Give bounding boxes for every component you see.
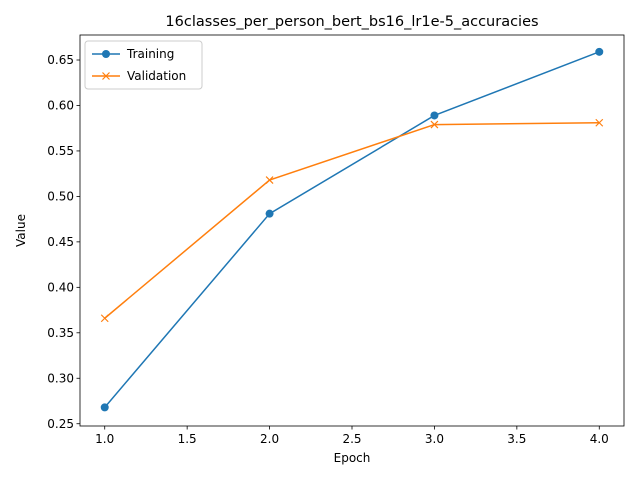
data-point-validation [595, 118, 604, 127]
y-tick-label: 0.25 [47, 417, 74, 431]
x-tick-label: 3.0 [425, 432, 444, 446]
legend: Training Validation [84, 40, 203, 90]
legend-label: Training [126, 47, 174, 61]
x-tick-label: 1.5 [178, 432, 197, 446]
data-point-validation [430, 120, 439, 129]
y-tick-label: 0.40 [47, 281, 74, 295]
plot-area [100, 47, 604, 412]
legend-item-training: Training [92, 47, 174, 61]
y-tick-label: 0.55 [47, 144, 74, 158]
chart-title: 16classes_per_person_bert_bs16_lr1e-5_ac… [165, 14, 538, 30]
y-tick-label: 0.60 [47, 99, 74, 113]
data-point-validation [265, 176, 274, 184]
y-tick-label: 0.30 [47, 371, 74, 385]
legend-item-validation: Validation [92, 69, 186, 83]
x-tick-label: 2.5 [342, 432, 361, 446]
axes-frame [79, 34, 625, 427]
y-tick-label: 0.65 [47, 53, 74, 67]
x-tick-label: 3.5 [507, 432, 526, 446]
series-line-validation [104, 122, 600, 319]
series-line-training [104, 51, 600, 408]
x-axis-label: Epoch [334, 451, 371, 465]
data-point-training [430, 111, 439, 120]
data-point-training [265, 209, 274, 218]
y-tick-label: 0.45 [47, 235, 74, 249]
axes: 1.0 1.5 2.0 2.5 3.0 3.5 4.0 0.25 0.30 0.35 0.40 0.4… [47, 34, 625, 446]
data-point-training [100, 403, 109, 412]
data-point-training [595, 47, 604, 56]
data-point-validation [100, 314, 109, 323]
legend-marker [102, 72, 110, 80]
legend-box [84, 40, 203, 90]
x-tick-label: 1.0 [95, 432, 114, 446]
legend-label: Validation [127, 69, 186, 83]
x-tick-label: 4.0 [590, 432, 609, 446]
y-tick-label: 0.35 [47, 326, 74, 340]
y-tick-label: 0.50 [47, 190, 74, 204]
x-tick-label: 2.0 [260, 432, 279, 446]
legend-marker [102, 50, 110, 58]
y-axis-label: Value [14, 214, 28, 247]
